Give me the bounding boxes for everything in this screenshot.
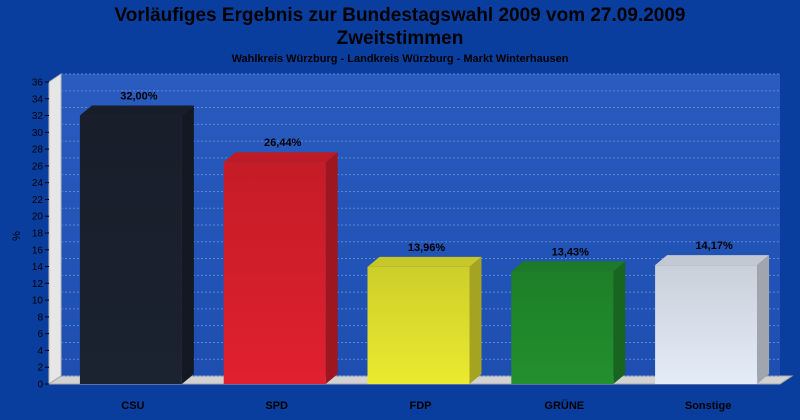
y-tick-label: 10 — [32, 296, 44, 307]
value-label: 32,00% — [120, 91, 158, 103]
y-tick-label: 8 — [37, 312, 43, 323]
bar-top-fdp — [367, 256, 482, 267]
bar-spd — [223, 162, 326, 384]
y-tick-label: 28 — [32, 145, 44, 156]
chart-title-line2: Zweitstimmen — [336, 28, 464, 49]
y-tick-label: 22 — [32, 195, 44, 206]
value-label: 13,43% — [552, 246, 590, 258]
y-tick-label: 4 — [37, 346, 43, 357]
y-tick-label: 34 — [32, 94, 44, 105]
x-tick-label: GRÜNE — [544, 399, 584, 412]
y-tick-label: 32 — [32, 111, 44, 122]
value-label: 13,96% — [408, 242, 446, 254]
y-tick-label: 20 — [32, 212, 44, 223]
bar-side-fdp — [469, 256, 482, 384]
y-axis-label: % — [11, 231, 23, 241]
bar-side-spd — [325, 152, 338, 384]
x-tick-label: Sonstige — [685, 400, 731, 412]
bar-fdp — [367, 266, 470, 384]
bar-side-grüne — [613, 261, 626, 384]
y-tick-label: 36 — [32, 78, 44, 89]
y-tick-label: 24 — [32, 178, 44, 189]
y-tick-label: 18 — [32, 229, 44, 240]
bar-grüne — [511, 271, 614, 384]
y-tick-label: 16 — [32, 245, 44, 256]
y-tick-label: 2 — [37, 363, 43, 374]
x-tick-label: CSU — [121, 400, 144, 412]
bar-csu — [79, 115, 182, 385]
y-tick-label: 6 — [37, 329, 43, 340]
y-tick-label: 26 — [32, 161, 44, 172]
y-tick-label: 30 — [32, 128, 44, 139]
bar-top-sonstige — [655, 255, 770, 266]
bar-side-sonstige — [757, 255, 770, 384]
value-label: 26,44% — [264, 137, 302, 149]
value-label: 14,17% — [695, 240, 733, 252]
chart-title-line1: Vorläufiges Ergebnis zur Bundestagswahl … — [114, 5, 686, 26]
x-tick-label: FDP — [410, 400, 432, 412]
y-tick-label: 14 — [32, 262, 44, 273]
y-tick-label: 0 — [37, 380, 43, 391]
chart-subtitle: Wahlkreis Würzburg - Landkreis Würzburg … — [231, 53, 569, 65]
bar-top-spd — [223, 152, 338, 163]
plot-side-wall — [48, 73, 62, 385]
bar-sonstige — [655, 265, 758, 384]
bar-top-grüne — [511, 261, 626, 272]
bar-side-csu — [181, 105, 194, 385]
chart-title: Vorläufiges Ergebnis zur Bundestagswahl … — [0, 4, 800, 50]
y-tick-label: 12 — [32, 279, 44, 290]
x-tick-label: SPD — [265, 400, 288, 412]
bar-top-csu — [79, 105, 194, 116]
